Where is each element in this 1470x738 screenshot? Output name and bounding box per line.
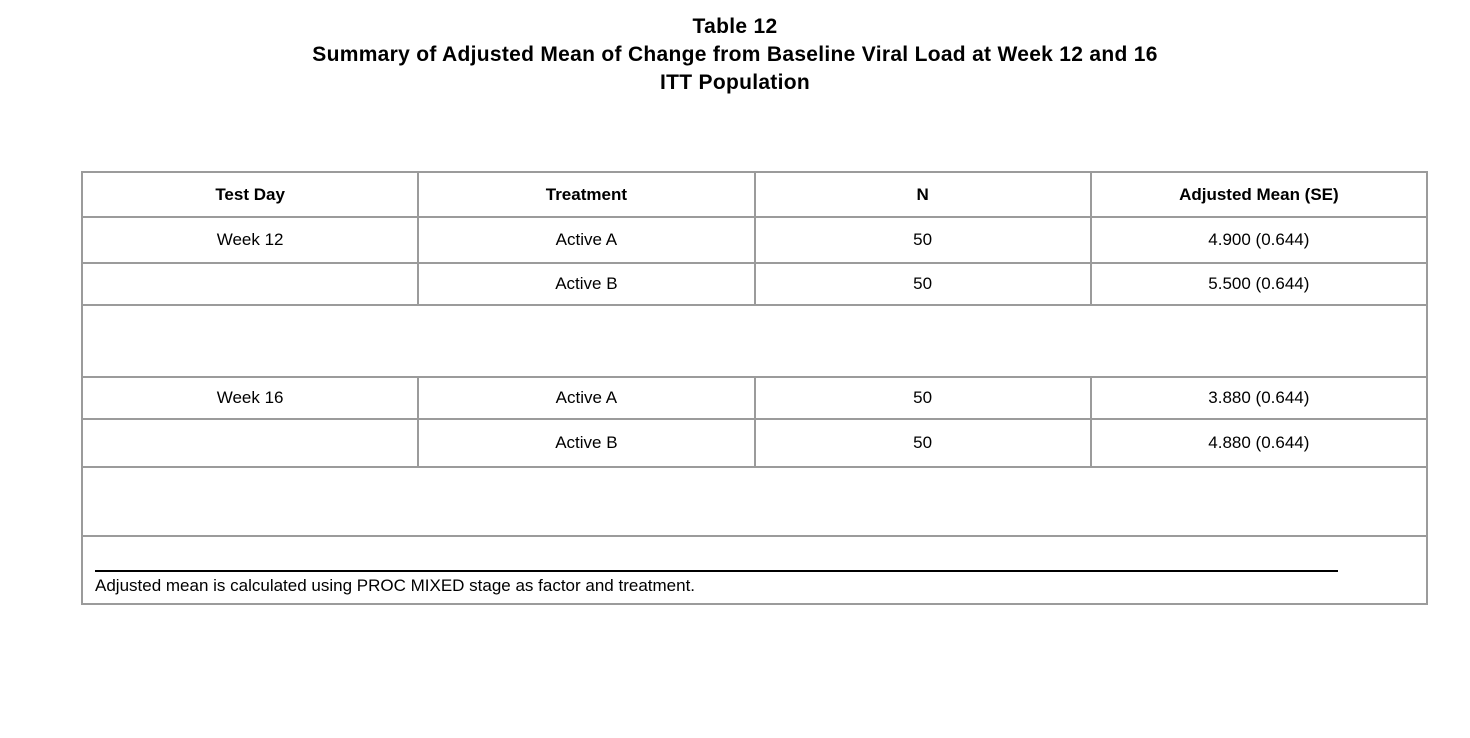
cell-n: 50 — [753, 216, 1092, 264]
cell-adjusted-mean-se: 4.880 (0.644) — [1089, 418, 1429, 468]
table-title: Summary of Adjusted Mean of Change from … — [312, 43, 1158, 66]
footnote-text: Adjusted mean is calculated using PROC M… — [95, 576, 696, 595]
footnote-cell: Adjusted mean is calculated using PROC M… — [81, 535, 1428, 605]
report-title-block: Table 12 Summary of Adjusted Mean of Cha… — [0, 13, 1470, 97]
column-header-n: N — [753, 171, 1092, 218]
table-row: Week 16 Active A 50 3.880 (0.644) — [80, 376, 1429, 420]
footnote-divider — [95, 570, 1338, 572]
cell-adjusted-mean-se: 3.880 (0.644) — [1089, 376, 1429, 420]
spacer-cell — [81, 304, 1428, 378]
table-number: Table 12 — [692, 15, 778, 38]
table-row: Active B 50 4.880 (0.644) — [80, 418, 1429, 468]
spacer-row — [81, 304, 1428, 378]
cell-adjusted-mean-se: 5.500 (0.644) — [1089, 262, 1429, 306]
cell-adjusted-mean-se: 4.900 (0.644) — [1089, 216, 1429, 264]
spacer-cell — [81, 466, 1428, 537]
column-header-test-day: Test Day — [80, 171, 420, 218]
footnote-row: Adjusted mean is calculated using PROC M… — [81, 535, 1428, 605]
summary-table: Test Day Treatment N Adjusted Mean (SE) … — [80, 171, 1429, 605]
cell-n: 50 — [753, 262, 1092, 306]
cell-test-day — [80, 262, 420, 306]
cell-treatment: Active B — [417, 262, 756, 306]
cell-treatment: Active B — [417, 418, 756, 468]
table-row: Week 12 Active A 50 4.900 (0.644) — [80, 216, 1429, 264]
cell-test-day — [80, 418, 420, 468]
population-label: ITT Population — [659, 71, 810, 94]
cell-treatment: Active A — [417, 376, 756, 420]
table-header-row: Test Day Treatment N Adjusted Mean (SE) — [80, 171, 1429, 218]
table-row: Active B 50 5.500 (0.644) — [80, 262, 1429, 306]
column-header-treatment: Treatment — [417, 171, 756, 218]
cell-treatment: Active A — [417, 216, 756, 264]
spacer-row — [81, 466, 1428, 537]
column-header-adjusted-mean-se: Adjusted Mean (SE) — [1089, 171, 1429, 218]
cell-n: 50 — [753, 376, 1092, 420]
cell-test-day: Week 12 — [80, 216, 420, 264]
cell-test-day: Week 16 — [80, 376, 420, 420]
cell-n: 50 — [753, 418, 1092, 468]
